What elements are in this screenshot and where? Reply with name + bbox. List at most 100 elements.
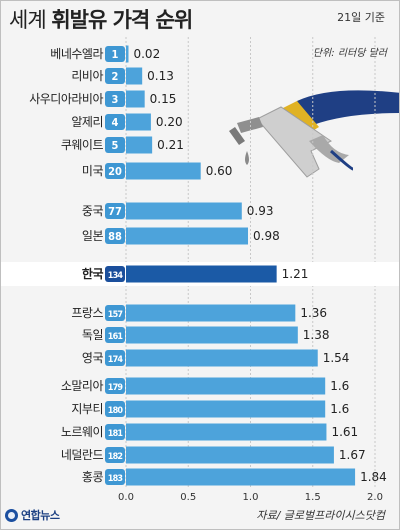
rank-badge [105, 114, 125, 130]
rank-badge [105, 469, 125, 485]
category-label: 한국 [82, 266, 104, 281]
title-main: 휘발유 가격 순위 [51, 8, 193, 32]
value-label: 0.13 [147, 69, 174, 83]
rank-label: 181 [108, 429, 124, 439]
category-label: 노르웨이 [61, 425, 103, 439]
rank-label: 1 [112, 48, 119, 61]
x-tick-label: 1.5 [305, 492, 321, 503]
bar [126, 349, 318, 367]
x-tick-label: 2.0 [367, 492, 383, 503]
rank-badge [105, 228, 125, 244]
x-tick-label: 1.0 [243, 492, 259, 503]
rank-badge [105, 378, 125, 394]
category-label: 지부티 [71, 402, 103, 416]
rank-label: 179 [108, 383, 124, 393]
category-label: 중국 [82, 204, 104, 218]
bar [126, 227, 249, 245]
category-label: 홍콩 [82, 470, 104, 484]
category-label: 영국 [82, 351, 104, 365]
rank-badge [105, 163, 125, 179]
bar [126, 45, 129, 63]
rank-label: 182 [108, 452, 123, 462]
value-label: 1.54 [323, 351, 350, 365]
rank-label: 161 [108, 332, 124, 342]
value-label: 0.02 [133, 47, 160, 61]
category-label: 네덜란드 [61, 448, 104, 462]
value-label: 1.36 [300, 306, 327, 320]
rank-label: 157 [108, 310, 123, 320]
rank-badge [105, 91, 125, 107]
value-label: 1.67 [339, 448, 366, 462]
rank-label: 2 [112, 70, 119, 83]
logo-icon [5, 508, 18, 522]
x-tick-label: 0.0 [118, 492, 134, 503]
bar [126, 468, 356, 486]
page-title: 세계 휘발유 가격 순위 [9, 4, 193, 34]
x-tick-label: 0.5 [180, 492, 196, 503]
bar [126, 67, 143, 85]
value-label: 1.6 [330, 402, 349, 416]
rank-label: 20 [108, 165, 122, 178]
chart-bars: 1 베네수엘라 0.02 2 리비아 0.13 3 사우디아라비아 0.15 4 알제리 0.20 5쿠… [1, 45, 399, 486]
rank-label: 183 [108, 474, 123, 484]
gas-nozzle-icon [229, 90, 399, 178]
category-label: 베네수엘라 [50, 47, 103, 61]
unit-note: 단위: 리터당 달러 [312, 48, 387, 59]
category-label: 알제리 [71, 115, 103, 129]
bar [126, 265, 277, 283]
category-label: 리비아 [71, 69, 103, 83]
rank-badge [105, 137, 125, 153]
rank-badge [105, 327, 125, 343]
value-label: 1.21 [282, 267, 309, 281]
category-label: 독일 [82, 328, 103, 342]
rank-badge [105, 401, 125, 417]
bar [126, 202, 242, 220]
rank-label: 88 [108, 230, 122, 243]
title-prefix: 세계 [9, 8, 47, 32]
bar [126, 400, 326, 418]
rank-badge [105, 305, 125, 321]
category-label: 소말리아 [61, 379, 104, 393]
date-note: 21일 기준 [337, 11, 385, 24]
rank-badge [105, 46, 125, 62]
bar [126, 377, 326, 395]
logo-text: 연합뉴스 [21, 509, 60, 522]
category-label: 일본 [82, 229, 104, 243]
bar [126, 446, 334, 464]
value-label: 0.60 [206, 164, 233, 178]
rank-badge [105, 447, 125, 463]
value-label: 0.20 [156, 115, 183, 129]
bar [126, 304, 296, 322]
value-label: 1.84 [360, 470, 387, 484]
bar [126, 90, 145, 108]
logo: 연합뉴스 [5, 507, 60, 523]
rank-badge [105, 424, 125, 440]
bar [126, 423, 327, 441]
rank-label: 174 [108, 355, 124, 365]
source-note: 자료/ 글로벌프라이시스닷컴 [256, 509, 385, 522]
value-label: 0.15 [150, 92, 177, 106]
rank-badge [105, 350, 125, 366]
category-label: 사우디아라비아 [29, 92, 103, 106]
category-label: 미국 [82, 164, 104, 178]
value-label: 0.98 [253, 229, 280, 243]
bar [126, 136, 153, 154]
rank-badge [105, 266, 125, 282]
category-label: 쿠웨이트 [61, 138, 104, 152]
value-label: 0.21 [157, 138, 184, 152]
category-label: 프랑스 [71, 306, 103, 320]
rank-label: 4 [112, 116, 119, 129]
value-label: 1.6 [330, 379, 349, 393]
bar [126, 113, 151, 131]
rank-label: 5 [112, 139, 119, 152]
value-label: 1.38 [303, 328, 330, 342]
rank-badge [105, 203, 125, 219]
bar [126, 162, 201, 180]
x-axis: 0.0 0.5 1.0 1.5 2.0 [118, 492, 383, 503]
rank-label: 134 [108, 271, 124, 281]
bar [126, 326, 298, 344]
rank-label: 3 [112, 93, 119, 106]
rank-badge [105, 68, 125, 84]
